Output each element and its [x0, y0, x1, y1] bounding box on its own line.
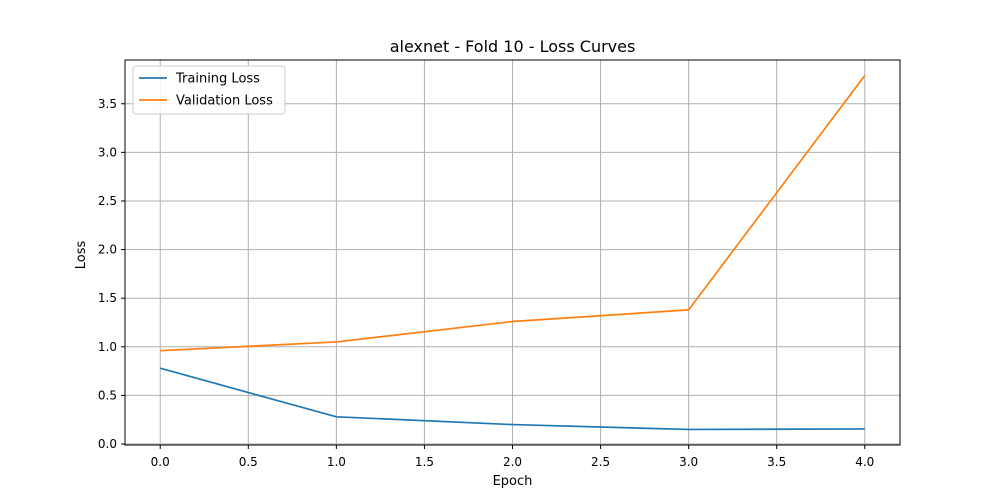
y-tick-label: 0.5 [98, 388, 117, 402]
x-tick-label: 1.5 [415, 455, 434, 469]
y-tick-label: 2.5 [98, 194, 117, 208]
x-axis-label: Epoch [493, 474, 533, 489]
x-tick-label: 0.5 [239, 455, 258, 469]
y-tick-label: 1.0 [98, 340, 117, 354]
legend: Training Loss Validation Loss [132, 65, 286, 115]
y-axis-label: Loss [74, 241, 89, 270]
y-tick-label: 2.0 [98, 243, 117, 257]
grid-lines [125, 60, 900, 445]
x-tick-label: 3.0 [679, 455, 698, 469]
plot-area-frame [124, 59, 901, 446]
series-line-0 [160, 367, 865, 431]
y-tick-label: 3.0 [98, 145, 117, 159]
y-tick-label: 3.5 [98, 97, 117, 111]
y-tick-label: 0.0 [98, 437, 117, 451]
legend-label: Validation Loss [176, 94, 273, 109]
legend-box [132, 65, 286, 115]
x-tick-label: 3.5 [767, 455, 786, 469]
x-tick-label: 2.5 [591, 455, 610, 469]
legend-label: Training Loss [175, 72, 260, 87]
x-tick-label: 4.0 [855, 455, 874, 469]
series-lines [160, 75, 866, 431]
x-tick-label: 0.0 [151, 455, 170, 469]
chart-title: alexnet - Fold 10 - Loss Curves [390, 37, 636, 56]
x-tick-label: 1.0 [327, 455, 346, 469]
series-line-1 [160, 75, 866, 352]
x-tick-label: 2.0 [503, 455, 522, 469]
axis-ticks: 0.0 0.5 1.0 1.5 2.0 2.5 3.0 3.5 4.0 0.0 0.5 1.0 1.5 2… [98, 97, 874, 469]
y-tick-label: 1.5 [98, 291, 117, 305]
